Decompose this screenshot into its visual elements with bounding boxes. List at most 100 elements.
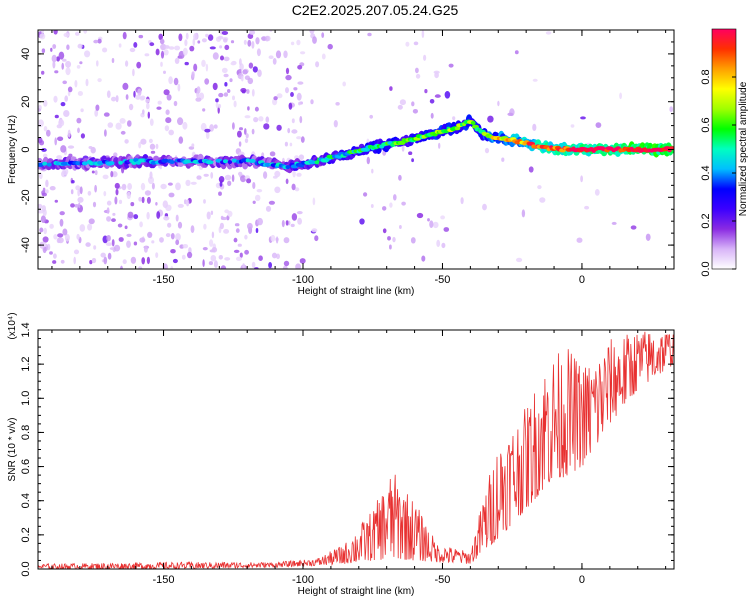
spectrogram-speckle xyxy=(177,203,184,208)
spectrogram-speckle xyxy=(363,192,368,197)
spectrogram-speckle xyxy=(93,245,97,250)
y-axis-label: Frequency (Hz) xyxy=(7,115,18,184)
spectrogram-speckle xyxy=(107,122,114,128)
spectrogram-speckle xyxy=(290,92,294,97)
spectrogram-speckle xyxy=(191,71,195,78)
spectrogram-speckle xyxy=(41,48,46,53)
spectrogram-speckle xyxy=(411,101,415,107)
spectrogram-speckle xyxy=(269,151,276,157)
spectrogram-ridge-core xyxy=(108,161,115,166)
spectrogram-speckle xyxy=(256,48,261,57)
snr-line-layer xyxy=(38,331,674,569)
spectrogram-speckle xyxy=(248,62,254,69)
spectrogram-speckle xyxy=(49,223,54,229)
spectrogram-speckle xyxy=(197,40,201,44)
spectrogram-speckle xyxy=(146,256,150,265)
x-tick-label: 0 xyxy=(579,274,585,286)
spectrogram-speckle xyxy=(112,212,116,216)
spectrogram-speckle xyxy=(224,82,228,87)
spectrogram-speckle xyxy=(175,233,181,241)
spectrogram-speckle xyxy=(122,31,127,40)
spectrogram-ridge-core xyxy=(46,162,52,167)
spectrogram-speckle xyxy=(273,96,278,101)
spectrogram-speckle xyxy=(580,116,586,120)
y-tick-label: 0.8 xyxy=(20,425,32,440)
spectrogram-speckle xyxy=(196,86,201,94)
spectrogram-speckle xyxy=(434,94,441,98)
spectrogram-speckle xyxy=(142,109,145,115)
spectrogram-speckle xyxy=(220,55,224,61)
spectrogram-speckle xyxy=(165,109,170,115)
spectrogram-speckle xyxy=(185,32,189,40)
spectrogram-speckle xyxy=(215,102,219,108)
spectrogram-speckle xyxy=(42,153,48,158)
spectrogram-speckle xyxy=(191,143,195,148)
spectrogram-speckle xyxy=(427,218,430,222)
spectrogram-speckle xyxy=(537,185,542,190)
spectrogram-speckle xyxy=(584,205,590,210)
y-tick-label: 0 xyxy=(20,146,32,152)
bottom-plot-frame xyxy=(37,329,675,570)
spectrogram-speckle xyxy=(53,95,58,103)
spectrogram-speckle xyxy=(432,221,439,229)
spectrogram-speckle xyxy=(283,50,288,59)
x-tick-label: -50 xyxy=(435,574,451,586)
spectrogram-speckle xyxy=(79,61,83,65)
spectrogram-speckle xyxy=(205,33,209,38)
spectrogram-speckle xyxy=(175,214,179,222)
spectrogram-speckle xyxy=(57,136,64,142)
spectrogram-speckle xyxy=(43,227,47,235)
spectrogram-speckle xyxy=(149,143,156,150)
spectrogram-speckle xyxy=(229,78,233,83)
spectrogram-speckle xyxy=(190,225,195,234)
spectrogram-speckle xyxy=(79,224,86,232)
spectrogram-speckle xyxy=(91,257,97,264)
spectrogram-speckle xyxy=(41,205,46,212)
spectrogram-speckle xyxy=(70,203,75,208)
spectrogram-speckle xyxy=(103,191,107,197)
spectrogram-speckle xyxy=(50,47,53,52)
spectrogram-speckle xyxy=(102,174,109,180)
spectrogram-speckle xyxy=(118,43,122,48)
spectrogram-speckle xyxy=(416,212,424,219)
y-tick-label: -40 xyxy=(20,237,32,253)
spectrogram-speckle xyxy=(43,126,48,132)
spectrogram-speckle xyxy=(203,223,207,230)
spectrogram-speckle xyxy=(140,95,146,101)
spectrogram-speckle xyxy=(298,154,305,160)
spectrogram-speckle xyxy=(233,249,240,253)
spectrogram-speckle xyxy=(268,55,274,59)
spectrogram-speckle xyxy=(393,194,397,201)
spectrogram-speckle xyxy=(443,227,450,232)
spectrogram-speckle xyxy=(265,116,270,123)
spectrogram-speckle xyxy=(580,175,583,183)
x-tick-label: -50 xyxy=(435,274,451,286)
spectrogram-ridge-core xyxy=(222,159,229,164)
spectrogram-speckle xyxy=(39,33,46,40)
spectrogram-speckle xyxy=(42,236,49,243)
spectrogram-speckle xyxy=(285,67,290,75)
spectrogram-speckle xyxy=(103,112,110,117)
spectrogram-speckle xyxy=(401,201,406,206)
spectrogram-speckle xyxy=(102,47,108,53)
x-axis-label: Height of straight line (km) xyxy=(298,286,415,297)
spectrogram-speckle xyxy=(87,223,93,231)
spectrogram-speckle xyxy=(233,100,237,108)
spectrogram-speckle xyxy=(311,228,318,233)
spectrogram-speckle xyxy=(297,217,302,225)
spectrogram-speckle xyxy=(298,101,301,106)
spectrogram-speckle xyxy=(296,172,302,177)
spectrogram-speckle xyxy=(113,244,121,252)
spectrogram-speckle xyxy=(120,130,126,135)
spectrogram-speckle xyxy=(83,30,88,34)
spectrogram-speckle xyxy=(54,114,59,119)
spectrogram-speckle xyxy=(38,209,44,214)
spectrogram-speckle xyxy=(239,58,242,66)
spectrogram-speckle xyxy=(203,173,209,177)
spectrogram-speckle xyxy=(204,78,210,85)
spectrogram-speckle xyxy=(246,89,250,94)
spectrogram-speckle xyxy=(160,183,167,190)
spectrogram-speckle xyxy=(168,192,175,198)
spectrogram-speckle xyxy=(85,78,89,87)
spectrogram-speckle xyxy=(115,188,119,196)
